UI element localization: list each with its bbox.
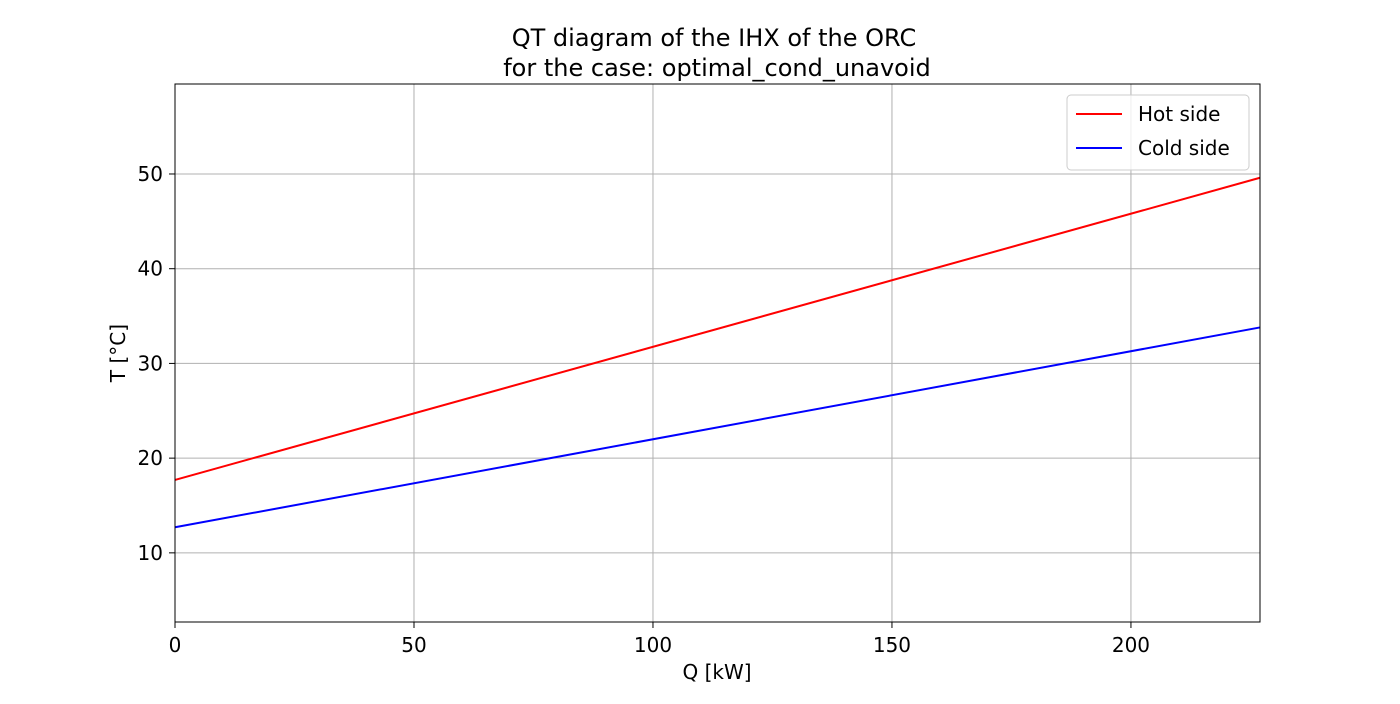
chart-title: QT diagram of the IHX of the ORC	[512, 24, 916, 52]
x-tick-label: 200	[1112, 633, 1150, 657]
grid-lines	[174, 84, 1260, 622]
legend-label-cold-side: Cold side	[1138, 136, 1230, 160]
x-tick-label: 100	[634, 633, 672, 657]
x-tick-label: 150	[873, 633, 911, 657]
x-axis-label: Q [kW]	[682, 660, 751, 684]
y-tick-label: 50	[138, 162, 163, 186]
y-tick-label: 20	[138, 446, 163, 470]
x-tick-label: 0	[169, 633, 182, 657]
plot-frame	[174, 83, 1261, 623]
legend-label-hot-side: Hot side	[1138, 102, 1220, 126]
y-tick-label: 10	[138, 541, 163, 565]
axis-ticks: 0 50 100 150 200 10 20 30 40 50	[138, 162, 1150, 657]
y-tick-label: 30	[138, 351, 163, 375]
y-tick-label: 40	[138, 257, 163, 281]
series-lines	[174, 176, 1261, 529]
series-line-cold-side	[174, 326, 1261, 529]
x-tick-label: 50	[401, 633, 426, 657]
y-axis-label: T [°C]	[106, 324, 130, 383]
legend: Hot side Cold side	[1066, 94, 1250, 171]
chart-subtitle: for the case: optimal_cond_unavoid	[503, 54, 931, 82]
series-line-hot-side	[174, 176, 1261, 481]
